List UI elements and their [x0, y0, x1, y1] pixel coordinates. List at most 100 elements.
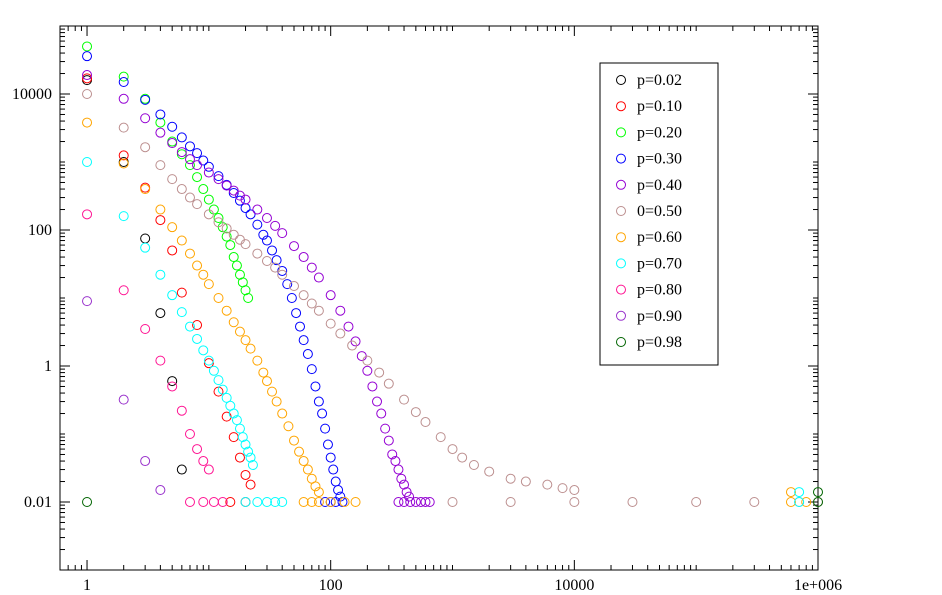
data-point — [325, 452, 336, 463]
data-point — [252, 248, 263, 259]
data-point — [813, 497, 823, 507]
data-point — [176, 307, 187, 318]
data-point — [140, 242, 151, 253]
legend-marker — [616, 337, 626, 347]
data-point — [118, 150, 129, 161]
data-point — [247, 460, 258, 471]
data-point — [794, 487, 805, 498]
data-point — [267, 245, 278, 256]
data-point — [569, 485, 580, 496]
data-point — [221, 223, 232, 234]
data-point — [542, 479, 553, 490]
data-point — [118, 93, 129, 104]
x-tick-label: 10000 — [554, 577, 594, 594]
data-point — [320, 497, 331, 507]
data-point — [192, 199, 203, 210]
data-point — [258, 367, 269, 378]
data-point — [330, 476, 341, 487]
data-point — [118, 122, 129, 133]
legend-marker — [616, 179, 626, 190]
data-point — [225, 240, 236, 251]
data-point — [155, 355, 166, 366]
data-point — [283, 421, 294, 432]
legend-label: p=0.20 — [637, 124, 682, 141]
data-point — [306, 298, 317, 309]
legend-label: p=0.70 — [637, 255, 682, 272]
data-point — [176, 147, 187, 158]
data-point — [310, 381, 321, 392]
data-point — [234, 423, 245, 434]
data-point — [176, 235, 187, 246]
data-point — [261, 213, 272, 224]
data-point — [192, 444, 203, 455]
data-point — [383, 435, 394, 446]
data-point — [313, 272, 324, 283]
data-point — [372, 396, 383, 407]
data-point — [313, 487, 324, 498]
data-point — [569, 497, 580, 507]
data-point — [221, 392, 232, 403]
data-point — [198, 184, 209, 195]
data-point — [221, 305, 232, 316]
data-point — [245, 343, 256, 354]
data-point — [505, 473, 516, 484]
data-point — [82, 41, 93, 52]
data-point — [240, 194, 251, 205]
data-point — [322, 439, 333, 450]
data-point — [184, 154, 195, 165]
data-point — [306, 364, 317, 375]
data-point — [203, 279, 214, 290]
data-point — [396, 473, 407, 484]
x-tick-label: 1 — [83, 577, 91, 594]
data-point — [343, 321, 354, 332]
legend-marker — [616, 232, 626, 243]
data-point — [420, 417, 431, 428]
data-point — [82, 296, 93, 307]
data-point — [118, 71, 129, 82]
data-point — [192, 320, 203, 331]
data-point — [298, 252, 309, 263]
data-point — [176, 149, 187, 160]
data-point — [347, 340, 358, 351]
data-point — [277, 497, 288, 507]
data-point — [228, 408, 239, 419]
data-point — [203, 355, 214, 366]
data-point — [234, 234, 245, 245]
data-point — [317, 408, 328, 419]
data-point — [270, 220, 281, 231]
data-point — [393, 464, 404, 475]
data-point — [167, 290, 178, 301]
data-point — [362, 365, 373, 376]
data-point — [82, 70, 93, 81]
data-point — [261, 235, 272, 246]
data-point — [203, 167, 214, 178]
data-point — [140, 94, 151, 105]
data-point — [261, 376, 272, 387]
legend-marker — [616, 75, 626, 85]
data-point — [252, 219, 263, 230]
legend-label: p=0.90 — [637, 308, 682, 325]
data-point — [228, 185, 239, 196]
data-point — [198, 155, 209, 166]
legend-marker — [616, 310, 626, 321]
data-point — [313, 497, 324, 507]
series-p-0-30 — [82, 51, 348, 507]
data-point — [176, 405, 187, 416]
data-point — [457, 452, 468, 463]
data-point — [282, 279, 293, 290]
data-point — [376, 408, 387, 419]
data-point — [240, 285, 251, 296]
data-point — [383, 378, 394, 389]
data-point — [393, 497, 404, 507]
data-point — [333, 485, 344, 496]
data-point — [424, 497, 435, 507]
data-point — [237, 432, 248, 443]
data-points — [82, 41, 823, 507]
data-point — [291, 308, 302, 319]
data-point — [221, 231, 232, 242]
data-point — [335, 305, 346, 316]
data-point — [140, 233, 151, 244]
data-point — [328, 464, 339, 475]
data-point — [167, 174, 178, 185]
data-point — [362, 355, 373, 366]
